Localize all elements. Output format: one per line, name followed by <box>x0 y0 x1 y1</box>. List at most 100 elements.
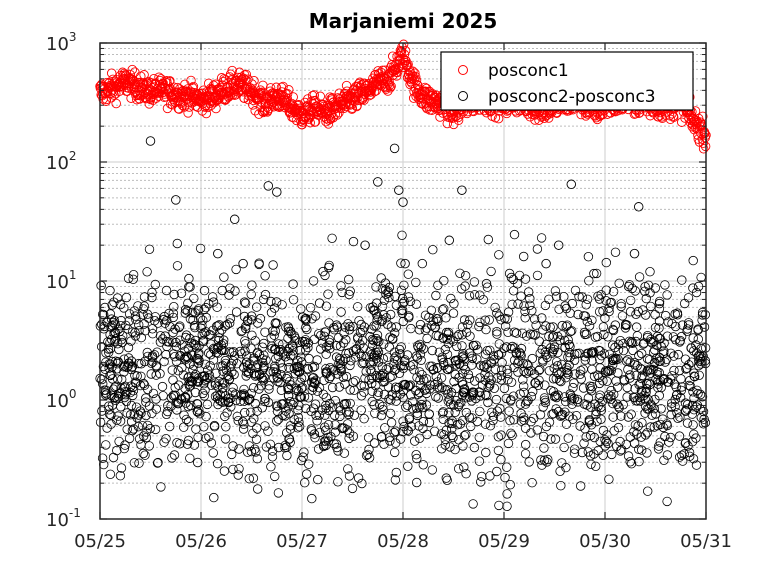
posconc2-posconc3-point <box>415 319 426 330</box>
posconc2-posconc3-point <box>402 400 413 411</box>
posconc2-posconc3-point <box>263 181 274 191</box>
posconc2-posconc3-point <box>169 450 180 460</box>
posconc2-posconc3-point <box>219 466 230 476</box>
y-tick-label: 100 <box>46 387 77 412</box>
posconc2-posconc3-point <box>264 384 274 394</box>
posconc2-posconc3-point <box>568 414 578 424</box>
posconc2-posconc3-point <box>493 432 504 442</box>
posconc2-posconc3-point <box>569 448 580 458</box>
posconc1-point <box>201 108 212 119</box>
posconc2-posconc3-point <box>444 235 455 246</box>
posconc2-posconc3-point <box>373 387 384 398</box>
posconc2-posconc3-point <box>208 355 219 365</box>
posconc2-posconc3-point <box>464 412 475 423</box>
posconc2-posconc3-point <box>179 410 189 420</box>
posconc2-posconc3-point <box>348 236 359 247</box>
posconc2-posconc3-point <box>538 431 549 442</box>
posconc2-posconc3-point <box>654 296 665 307</box>
posconc2-posconc3-point <box>345 385 355 395</box>
posconc2-posconc3-point <box>608 360 618 370</box>
posconc2-posconc3-point <box>573 309 583 320</box>
posconc2-posconc3-point <box>505 480 516 490</box>
posconc2-posconc3-point <box>549 342 560 352</box>
posconc2-posconc3-point <box>225 314 236 324</box>
posconc2-posconc3-point <box>305 303 316 313</box>
posconc2-posconc3-point <box>150 424 161 435</box>
posconc2-posconc3-point <box>474 321 484 332</box>
posconc2-posconc3-point <box>239 419 249 430</box>
posconc2-posconc3-point <box>491 394 502 405</box>
posconc2-posconc3-point <box>294 401 304 411</box>
posconc2-posconc3-point <box>625 357 635 368</box>
posconc2-posconc3-point <box>642 448 652 458</box>
posconc2-posconc3-point <box>455 268 465 279</box>
posconc2-posconc3-point <box>461 430 471 440</box>
posconc2-posconc3-point <box>212 302 222 312</box>
posconc2-posconc3-point <box>590 399 600 409</box>
posconc2-posconc3-point <box>245 407 256 418</box>
posconc2-posconc3-point <box>153 318 163 328</box>
posconc2-posconc3-point <box>143 313 154 323</box>
posconc2-posconc3-point <box>359 322 370 332</box>
posconc2-posconc3-point <box>590 332 601 342</box>
posconc2-posconc3-point <box>414 421 424 431</box>
posconc2-posconc3-point <box>572 394 583 405</box>
posconc2-posconc3-point <box>433 280 443 291</box>
posconc2-posconc3-point <box>288 295 299 305</box>
posconc2-posconc3-point <box>267 446 278 456</box>
posconc2-posconc3-point <box>384 342 395 352</box>
posconc2-posconc3-point <box>628 345 638 356</box>
posconc2-posconc3-point <box>645 422 656 432</box>
posconc2-posconc3-point <box>193 377 204 387</box>
posconc2-posconc3-point <box>142 267 152 277</box>
posconc2-posconc3-point <box>153 457 163 468</box>
posconc2-posconc3-point <box>654 390 665 401</box>
posconc2-posconc3-point <box>608 287 619 297</box>
posconc2-posconc3-point <box>125 387 136 398</box>
posconc1-point <box>315 91 326 102</box>
posconc2-posconc3-point <box>584 416 595 426</box>
posconc2-posconc3-point <box>250 336 260 346</box>
posconc2-posconc3-point <box>102 423 112 433</box>
posconc2-posconc3-point <box>492 466 502 477</box>
posconc2-posconc3-point <box>293 423 303 433</box>
posconc2-posconc3-point <box>225 361 236 371</box>
posconc2-posconc3-point <box>542 457 552 467</box>
posconc2-posconc3-point <box>258 358 268 368</box>
posconc2-posconc3-point <box>227 347 237 358</box>
posconc2-posconc3-point <box>565 341 575 352</box>
posconc2-posconc3-point <box>456 284 467 294</box>
posconc2-posconc3-point <box>240 298 251 309</box>
posconc2-posconc3-point <box>195 243 206 254</box>
posconc2-posconc3-point <box>460 271 471 281</box>
posconc2-posconc3-point <box>530 378 540 388</box>
posconc1-point <box>186 75 196 86</box>
posconc2-posconc3-point <box>437 305 448 315</box>
posconc2-posconc3-point <box>679 449 689 459</box>
posconc2-posconc3-point <box>431 392 441 402</box>
posconc2-posconc3-point <box>222 319 232 330</box>
posconc2-posconc3-point <box>464 373 475 384</box>
posconc2-posconc3-point <box>340 379 350 389</box>
posconc2-posconc3-point <box>512 279 523 289</box>
posconc2-posconc3-point <box>384 363 394 373</box>
posconc2-posconc3-point <box>184 372 194 382</box>
posconc2-posconc3-point <box>123 353 134 363</box>
posconc2-posconc3-point <box>389 353 400 364</box>
posconc2-posconc3-point <box>539 455 550 465</box>
posconc2-posconc3-point <box>481 278 492 289</box>
posconc2-posconc3-point <box>504 406 514 416</box>
posconc2-posconc3-point <box>255 313 266 324</box>
posconc2-posconc3-point <box>244 441 255 451</box>
posconc2-posconc3-point <box>207 292 218 302</box>
posconc1-point <box>155 75 165 86</box>
posconc2-posconc3-point <box>412 477 422 488</box>
posconc2-posconc3-point <box>663 317 673 327</box>
posconc2-posconc3-point <box>182 439 193 449</box>
posconc2-posconc3-point <box>525 329 536 339</box>
posconc2-posconc3-point <box>316 344 326 354</box>
posconc2-posconc3-point <box>667 398 677 409</box>
posconc2-posconc3-point <box>268 260 278 270</box>
posconc2-posconc3-point <box>367 334 378 345</box>
posconc2-posconc3-point <box>443 329 453 339</box>
